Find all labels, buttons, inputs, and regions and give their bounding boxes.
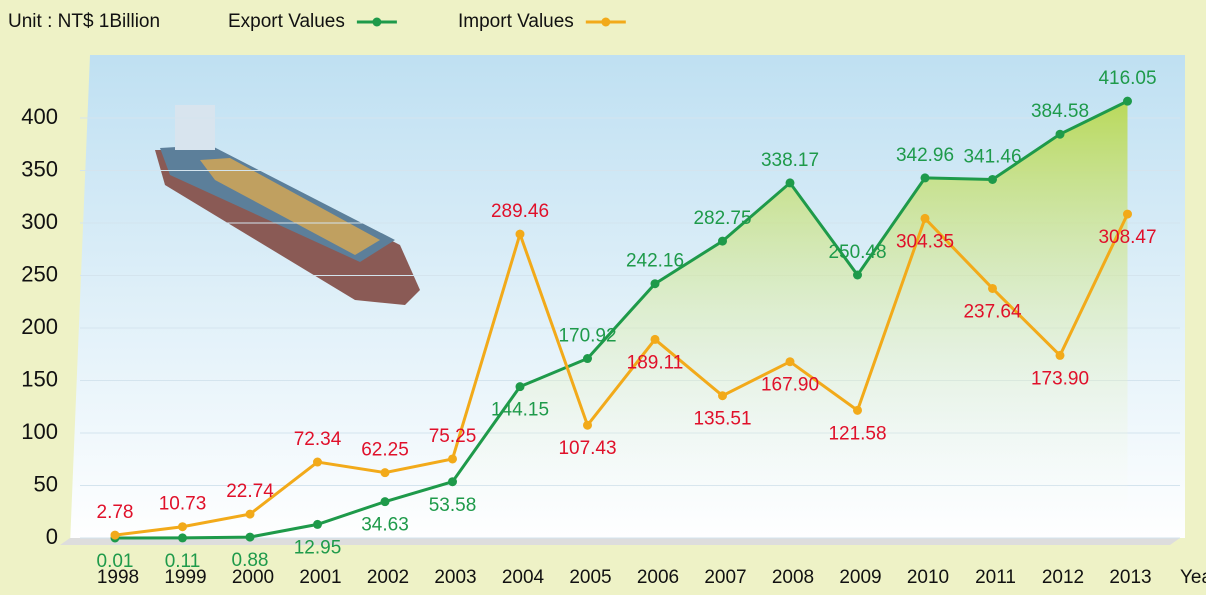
data-point bbox=[178, 522, 187, 531]
data-point bbox=[651, 279, 660, 288]
data-point bbox=[516, 230, 525, 239]
data-point bbox=[111, 531, 120, 540]
data-point bbox=[448, 454, 457, 463]
value-label: 72.34 bbox=[294, 429, 342, 450]
y-tick-label: 150 bbox=[21, 366, 58, 391]
x-tick-label: 2003 bbox=[434, 567, 476, 588]
data-point bbox=[583, 354, 592, 363]
y-tick-label: 100 bbox=[21, 419, 58, 444]
value-label: 0.01 bbox=[97, 551, 134, 572]
value-label: 2.78 bbox=[97, 502, 134, 523]
data-point bbox=[381, 468, 390, 477]
data-point bbox=[718, 237, 727, 246]
data-point bbox=[313, 458, 322, 467]
data-point bbox=[246, 510, 255, 519]
y-tick-label: 350 bbox=[21, 156, 58, 181]
legend-label: Export Values bbox=[228, 11, 345, 32]
data-point bbox=[583, 421, 592, 430]
y-tick-label: 400 bbox=[21, 104, 58, 129]
value-label: 242.16 bbox=[626, 251, 684, 272]
data-point bbox=[853, 270, 862, 279]
data-point bbox=[246, 533, 255, 542]
y-tick-label: 200 bbox=[21, 314, 58, 339]
value-label: 10.73 bbox=[159, 494, 207, 515]
value-label: 338.17 bbox=[761, 150, 819, 171]
data-point bbox=[448, 477, 457, 486]
data-point bbox=[381, 497, 390, 506]
x-tick-label: 2006 bbox=[637, 567, 679, 588]
value-label: 0.88 bbox=[232, 550, 269, 571]
x-tick-label: 2005 bbox=[569, 567, 611, 588]
value-label: 341.46 bbox=[963, 146, 1021, 167]
y-tick-label: 0 bbox=[46, 524, 58, 549]
value-label: 416.05 bbox=[1098, 68, 1156, 89]
data-point bbox=[786, 178, 795, 187]
legend-label: Import Values bbox=[458, 11, 574, 32]
x-tick-label: 2013 bbox=[1109, 567, 1151, 588]
value-label: 22.74 bbox=[226, 481, 274, 502]
data-point bbox=[988, 175, 997, 184]
legend-marker bbox=[372, 18, 381, 27]
x-tick-label: 2007 bbox=[704, 567, 746, 588]
value-label: 304.35 bbox=[896, 231, 954, 252]
data-point bbox=[921, 214, 930, 223]
value-label: 144.15 bbox=[491, 400, 549, 421]
data-point bbox=[1056, 351, 1065, 360]
value-label: 121.58 bbox=[828, 423, 886, 444]
data-point bbox=[516, 382, 525, 391]
x-tick-label: 2004 bbox=[502, 567, 545, 588]
data-point bbox=[853, 406, 862, 415]
value-label: 289.46 bbox=[491, 201, 549, 222]
value-label: 75.25 bbox=[429, 426, 477, 447]
unit-label: Unit : NT$ 1Billion bbox=[8, 11, 160, 32]
y-tick-label: 250 bbox=[21, 261, 58, 286]
x-tick-label: 2011 bbox=[975, 567, 1016, 588]
x-tick-label: 2012 bbox=[1042, 567, 1084, 588]
value-label: 282.75 bbox=[693, 208, 751, 229]
value-label: 0.11 bbox=[165, 551, 201, 572]
data-point bbox=[988, 284, 997, 293]
value-label: 189.11 bbox=[627, 352, 684, 373]
x-tick-label: 2001 bbox=[299, 567, 341, 588]
plot-floor bbox=[60, 538, 1180, 545]
data-point bbox=[786, 357, 795, 366]
y-tick-label: 50 bbox=[34, 471, 58, 496]
x-tick-label: 2010 bbox=[907, 567, 949, 588]
value-label: 342.96 bbox=[896, 145, 954, 166]
data-point bbox=[1123, 97, 1132, 106]
value-label: 384.58 bbox=[1031, 101, 1089, 122]
data-point bbox=[178, 533, 187, 542]
data-point bbox=[651, 335, 660, 344]
value-label: 250.48 bbox=[828, 242, 886, 263]
y-tick-label: 300 bbox=[21, 209, 58, 234]
value-label: 107.43 bbox=[558, 438, 616, 459]
value-label: 12.95 bbox=[294, 537, 342, 558]
value-label: 237.64 bbox=[963, 301, 1022, 322]
data-point bbox=[313, 520, 322, 529]
x-axis-label: Year bbox=[1180, 567, 1206, 588]
value-label: 308.47 bbox=[1098, 227, 1156, 248]
x-tick-label: 2009 bbox=[839, 567, 881, 588]
value-label: 34.63 bbox=[361, 515, 409, 536]
legend-marker bbox=[601, 18, 610, 27]
value-label: 53.58 bbox=[429, 495, 477, 516]
x-tick-label: 2008 bbox=[772, 567, 814, 588]
chart: Unit : NT$ 1Billion Year 0 50 100 150 200 250… bbox=[0, 0, 1206, 595]
data-point bbox=[921, 173, 930, 182]
value-label: 173.90 bbox=[1031, 368, 1089, 389]
data-point bbox=[1056, 130, 1065, 139]
value-label: 167.90 bbox=[761, 375, 819, 396]
value-label: 135.51 bbox=[693, 409, 751, 430]
data-point bbox=[1123, 210, 1132, 219]
value-label: 170.92 bbox=[558, 326, 616, 347]
page: {"chart_data": {"type": "line", "unit_la… bbox=[0, 0, 1206, 595]
data-point bbox=[718, 391, 727, 400]
x-tick-label: 2002 bbox=[367, 567, 409, 588]
value-label: 62.25 bbox=[361, 440, 409, 461]
